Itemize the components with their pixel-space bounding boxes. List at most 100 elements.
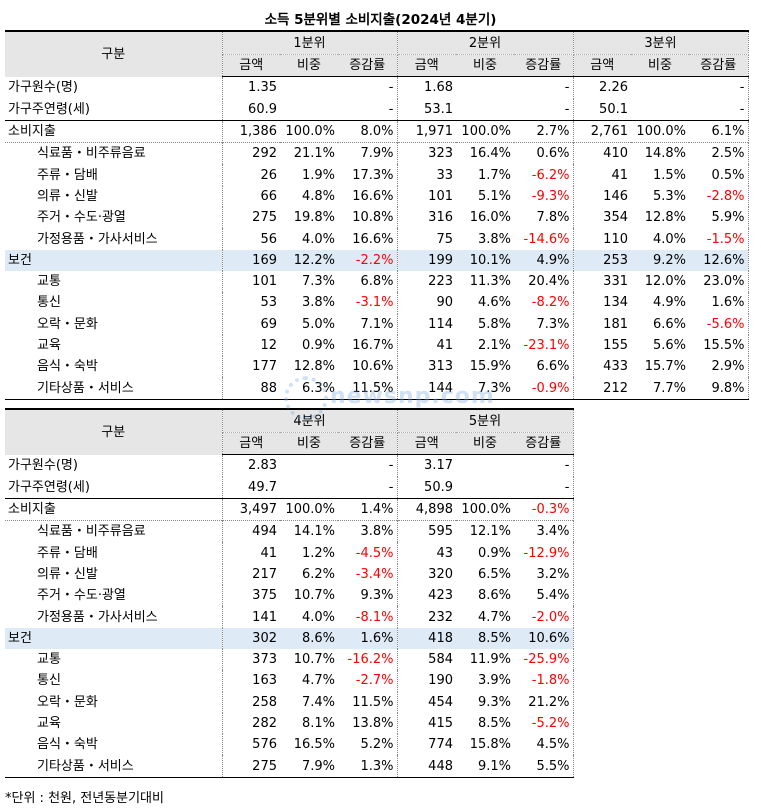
change-cell: 1.6%	[689, 292, 749, 314]
share-cell: 7.3%	[456, 377, 514, 400]
change-cell: 0.5%	[689, 164, 749, 186]
amount-cell: 60.9	[248, 101, 277, 117]
category-header: 구분	[5, 30, 223, 77]
share-cell	[456, 77, 514, 99]
change-cell: 17.3%	[338, 164, 398, 186]
row-label: 식료품・비주류음료	[5, 520, 223, 543]
amount-cell: 595	[397, 520, 456, 543]
amount-header: 금액	[397, 54, 456, 78]
change-header: 증감률	[689, 54, 749, 78]
share-cell: 1.5%	[652, 167, 686, 183]
amount-cell: 12	[260, 338, 277, 353]
change-cell: 10.6%	[338, 356, 398, 378]
change-cell: -2.2%	[338, 249, 398, 271]
row-label: 소비지출	[5, 119, 223, 143]
share-cell: 1.2%	[301, 545, 335, 561]
amount-cell: 1.35	[248, 80, 277, 96]
amount-cell: 415	[428, 716, 453, 731]
share-cell	[456, 99, 514, 121]
share-cell: 2.1%	[477, 338, 511, 353]
share-header: 비중	[631, 54, 689, 78]
table-row: 소비지출 1,386 100.0% 8.0% 1,971 100.0% 2.7% 2,761 1…	[5, 119, 749, 143]
amount-cell: 41	[436, 338, 453, 353]
row-label: 주거・수도·광열	[5, 207, 223, 229]
change-cell: -0.3%	[514, 497, 574, 521]
row-label: 오락・문화	[5, 691, 223, 713]
row-label: 보건	[5, 249, 223, 271]
change-cell: 7.9%	[338, 142, 398, 165]
share-header: 비중	[280, 432, 338, 456]
table-row: 교통 101 7.3% 6.8% 223 11.3% 20.4% 331 12.0% 23.0%	[5, 270, 749, 293]
amount-cell: 41	[611, 167, 628, 183]
share-cell: 8.1%	[301, 716, 335, 731]
share-cell: 15.7%	[644, 359, 686, 375]
share-cell: 4.0%	[301, 609, 335, 625]
amount-cell: 494	[222, 520, 280, 543]
amount-cell: 375	[252, 588, 277, 604]
share-cell: 4.7%	[301, 673, 335, 689]
share-cell: 4.6%	[477, 295, 511, 311]
share-cell: 10.7%	[293, 588, 335, 604]
change-cell: 16.6%	[338, 185, 398, 208]
change-cell: 10.6%	[514, 627, 574, 649]
quintile-header: 2분위	[397, 30, 574, 55]
category-header: 구분	[5, 408, 223, 455]
amount-cell: 69	[260, 316, 277, 332]
amount-cell: 1,386	[222, 119, 280, 143]
amount-cell: 169	[222, 249, 280, 271]
header-row-metrics: 금액 비중 증감률 금액 비중 증감률	[5, 432, 574, 456]
share-cell: 16.0%	[469, 210, 511, 226]
share-cell: 3.9%	[477, 673, 511, 689]
table-row: 주류・담배 41 1.2% -4.5% 43 0.9% -12.9%	[5, 542, 574, 564]
share-cell: 1.7%	[477, 167, 511, 183]
amount-cell: 41	[260, 545, 277, 561]
table-row: 기타상품・서비스 88 6.3% 11.5% 144 7.3% -0.9% 212 7.7% 9.…	[5, 377, 749, 400]
table-row: 교육 282 8.1% 13.8% 415 8.5% -5.2%	[5, 712, 574, 735]
amount-cell: 114	[428, 316, 453, 332]
change-cell: -14.6%	[514, 228, 574, 250]
amount-cell: 410	[573, 142, 631, 165]
amount-header: 금액	[573, 54, 631, 78]
row-label: 주거・수도·광열	[5, 585, 223, 607]
amount-cell: 275	[252, 210, 277, 226]
share-cell: 11.9%	[469, 652, 511, 668]
quintile-header: 1분위	[222, 30, 398, 55]
amount-cell: 141	[252, 609, 277, 625]
amount-cell: 101	[428, 188, 453, 204]
change-cell: -2.0%	[514, 606, 574, 628]
table-row: 주거・수도·광열 375 10.7% 9.3% 423 8.6% 5.4%	[5, 585, 574, 607]
share-cell: 8.5%	[477, 716, 511, 731]
row-label: 가구원수(명)	[5, 454, 223, 477]
table-row: 식료품・비주류음료 292 21.1% 7.9% 323 16.4% 0.6% 410 14.8…	[5, 142, 749, 165]
share-cell: 16.5%	[293, 737, 335, 753]
amount-cell: 232	[428, 609, 453, 625]
share-cell: 6.2%	[301, 566, 335, 582]
change-cell: 3.4%	[514, 520, 574, 543]
share-cell: 5.1%	[477, 188, 511, 204]
amount-cell: 316	[428, 210, 453, 226]
change-cell: 5.9%	[689, 207, 749, 229]
amount-cell: 217	[252, 566, 277, 582]
share-cell	[280, 477, 338, 499]
amount-cell: 146	[603, 188, 628, 204]
change-cell: -1.5%	[689, 228, 749, 250]
table-row: 통신 163 4.7% -2.7% 190 3.9% -1.8%	[5, 670, 574, 692]
share-cell: 5.8%	[477, 316, 511, 332]
share-cell: 10.7%	[293, 652, 335, 668]
share-header: 비중	[280, 54, 338, 78]
row-label: 통신	[5, 292, 223, 314]
amount-cell: 43	[436, 545, 453, 561]
amount-header: 금액	[222, 54, 280, 78]
change-cell: 20.4%	[514, 270, 574, 293]
share-cell: 15.8%	[469, 737, 511, 753]
share-cell: 7.3%	[301, 274, 335, 290]
share-cell: 7.4%	[301, 694, 335, 710]
change-cell: -	[338, 476, 398, 499]
amount-cell: 50.1	[599, 101, 628, 117]
row-label: 의류・신발	[5, 563, 223, 586]
amount-cell: 33	[436, 167, 453, 183]
change-cell: 21.2%	[514, 691, 574, 713]
change-cell: -	[514, 454, 574, 477]
share-cell: 0.9%	[477, 545, 511, 561]
share-cell: 5.3%	[652, 188, 686, 204]
